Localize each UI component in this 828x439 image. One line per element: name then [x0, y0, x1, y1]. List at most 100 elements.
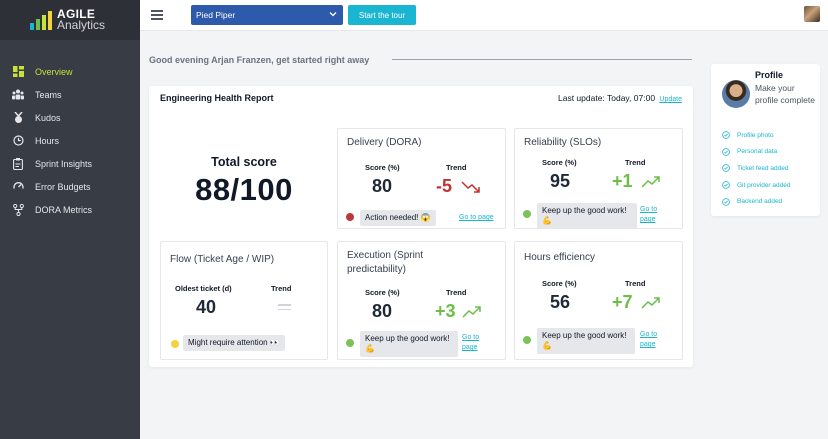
trend-label: Trend	[446, 288, 467, 297]
trend-down-icon	[461, 180, 481, 199]
card-title: Hours efficiency	[524, 252, 595, 263]
sidebar-item-label: Sprint Insights	[35, 158, 93, 169]
score-value: 80	[372, 176, 393, 196]
profile-subtitle: Make your profile complete	[755, 83, 816, 105]
checklist-item[interactable]: Profile photo	[722, 127, 790, 144]
oldest-ticket-value: 40	[196, 297, 217, 317]
project-select[interactable]: Pied Piper	[191, 5, 343, 25]
go-to-page-link[interactable]: Go to page	[459, 214, 494, 221]
people-icon	[12, 89, 24, 101]
grid-icon	[12, 66, 24, 78]
trend-label: Trend	[271, 284, 292, 293]
gauge-icon	[12, 181, 24, 193]
check-circle-icon	[722, 131, 730, 140]
checklist-item-label: Personal data	[737, 148, 778, 156]
total-score-label: Total score	[211, 155, 277, 169]
total-score: Total score 88/100	[160, 128, 328, 238]
greeting-text: Good evening Arjan Franzen, get started …	[149, 55, 370, 65]
checklist-item-label: Git provider added	[737, 181, 791, 189]
report-title: Engineering Health Report	[160, 93, 274, 103]
score-label: Score (%)	[365, 288, 400, 297]
card-title: Flow (Ticket Age / WIP)	[170, 254, 275, 265]
sidebar-item-dora-metrics[interactable]: DORA Metrics	[0, 198, 140, 221]
status-pill: Might require attention 👀	[183, 335, 285, 351]
sidebar-item-label: Error Budgets	[35, 181, 91, 192]
sidebar-item-kudos[interactable]: Kudos	[0, 106, 140, 129]
sidebar-item-label: DORA Metrics	[35, 204, 93, 215]
status-dot	[346, 339, 354, 347]
trend-neutral-icon	[278, 304, 291, 313]
checklist-item[interactable]: Git provider added	[722, 177, 790, 194]
profile-avatar	[722, 80, 750, 108]
last-update: Last update: Today, 07:00 Update	[558, 93, 682, 103]
hours-efficiency-card: Hours efficiency Score (%) Trend 56 +7 K…	[514, 241, 683, 360]
sidebar-item-label: Hours	[35, 135, 60, 146]
sidebar: AGILE Analytics Overview Teams Kudos	[0, 0, 140, 439]
sidebar-item-hours[interactable]: Hours	[0, 129, 140, 152]
trend-value: +1	[612, 171, 633, 191]
sidebar-item-teams[interactable]: Teams	[0, 83, 140, 106]
status-dot	[346, 213, 354, 221]
status-dot	[523, 336, 531, 344]
logo[interactable]: AGILE Analytics	[0, 0, 140, 40]
top-bar: Pied Piper Start the tour	[140, 0, 828, 31]
checklist-item-label: Ticket feed added	[737, 164, 789, 172]
user-avatar[interactable]	[804, 6, 820, 22]
oldest-ticket-label: Oldest ticket (d)	[175, 284, 232, 293]
card-title: Execution (Sprint predictability)	[347, 250, 424, 275]
check-circle-icon	[722, 197, 730, 206]
go-to-page-link[interactable]: Go to page	[640, 331, 658, 348]
logo-bars-icon	[30, 10, 52, 30]
sidebar-item-label: Teams	[35, 89, 62, 100]
score-label: Score (%)	[365, 163, 400, 172]
trend-label: Trend	[446, 163, 467, 172]
sidebar-item-overview[interactable]: Overview	[0, 60, 140, 83]
sidebar-item-sprint-insights[interactable]: Sprint Insights	[0, 152, 140, 175]
score-value: 80	[372, 301, 393, 321]
trend-up-icon	[641, 296, 661, 315]
score-label: Score (%)	[542, 279, 577, 288]
checklist-item[interactable]: Ticket feed added	[722, 160, 790, 177]
delivery-card: Delivery (DORA) Score (%) Trend 80 -5 Ac…	[337, 128, 506, 229]
check-circle-icon	[722, 148, 730, 156]
go-to-page-link[interactable]: Go to page	[462, 334, 480, 351]
total-score-value: 88/100	[195, 172, 293, 207]
logo-line1: AGILE	[57, 7, 96, 21]
status-pill: Keep up the good work! 💪	[360, 331, 458, 357]
execution-card: Execution (Sprint predictability) Score …	[337, 241, 506, 360]
trend-value: +7	[612, 292, 633, 312]
project-select-value: Pied Piper	[196, 10, 236, 20]
nodes-icon	[12, 203, 24, 216]
last-update-label: Last update: Today, 07:00	[558, 93, 656, 103]
sidebar-item-error-budgets[interactable]: Error Budgets	[0, 175, 140, 198]
start-tour-button[interactable]: Start the tour	[348, 5, 416, 25]
status-pill: Keep up the good work! 💪	[537, 328, 635, 354]
go-to-page-link[interactable]: Go to page	[640, 206, 658, 223]
status-pill: Action needed! 😱	[360, 210, 436, 226]
menu-icon[interactable]	[151, 10, 163, 20]
profile-card: Profile Make your profile complete Profi…	[711, 64, 820, 216]
engineering-health-report: Engineering Health Report Last update: T…	[149, 86, 693, 367]
logo-line2: Analytics	[57, 18, 106, 32]
profile-checklist: Profile photo Personal data Ticket feed …	[722, 127, 790, 210]
clock-icon	[12, 135, 24, 147]
update-link[interactable]: Update	[659, 96, 682, 103]
score-value: 95	[550, 171, 571, 191]
checklist-item[interactable]: Personal data	[722, 144, 790, 161]
sidebar-item-label: Overview	[35, 66, 73, 77]
checklist-item-label: Profile photo	[737, 131, 774, 139]
score-value: 56	[550, 292, 571, 312]
chevron-down-icon	[328, 9, 338, 21]
score-label: Score (%)	[542, 158, 577, 167]
checklist-item[interactable]: Backend added	[722, 193, 790, 210]
reliability-card: Reliability (SLOs) Score (%) Trend 95 +1…	[514, 128, 683, 229]
flow-card: Flow (Ticket Age / WIP) Oldest ticket (d…	[160, 241, 328, 360]
medal-icon	[12, 111, 24, 124]
trend-up-icon	[462, 305, 482, 324]
card-title: Reliability (SLOs)	[524, 137, 602, 148]
trend-value: -5	[436, 176, 453, 196]
status-dot	[171, 340, 179, 348]
profile-title: Profile	[755, 70, 784, 80]
status-dot	[523, 210, 531, 218]
trend-label: Trend	[625, 158, 646, 167]
